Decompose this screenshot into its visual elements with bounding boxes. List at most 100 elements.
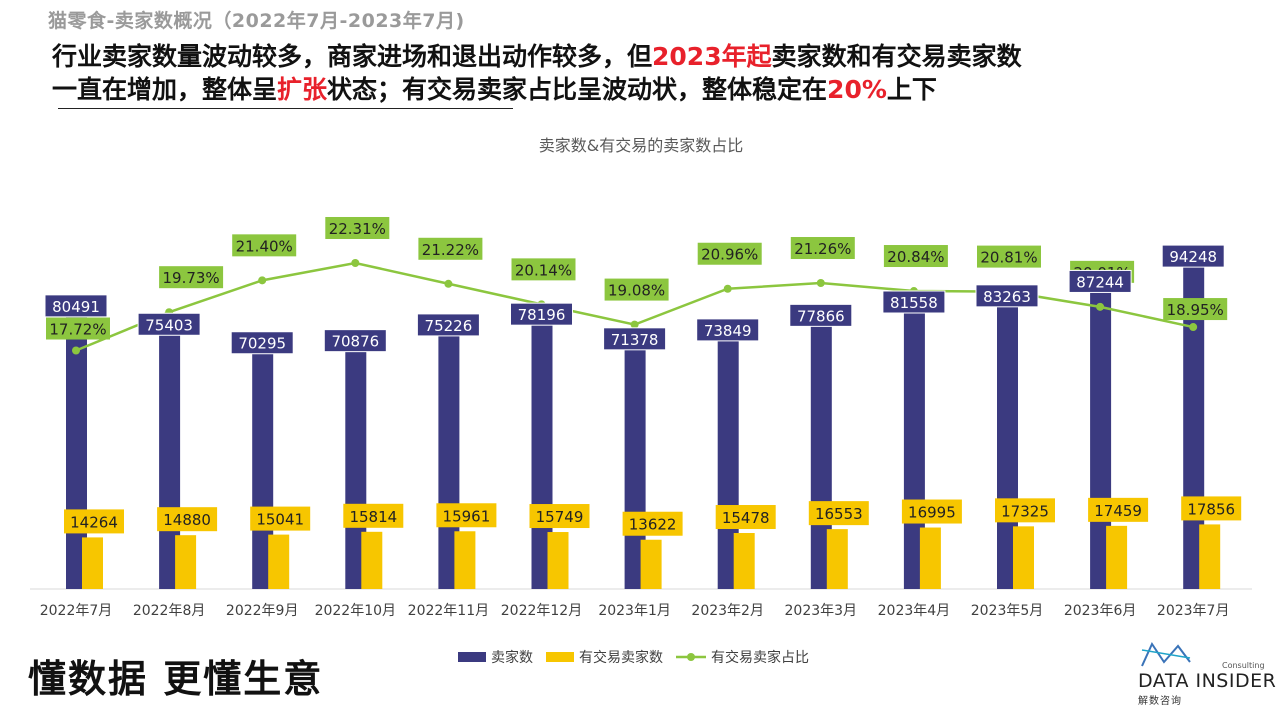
ratio-point [630, 320, 639, 329]
ratio-label-box [604, 278, 669, 301]
x-tick-label: 2022年11月 [408, 603, 489, 619]
ratio-label-box [1163, 298, 1228, 321]
ratio-data-label: 22.31% [329, 220, 386, 238]
seller-label-box [510, 302, 573, 326]
active-data-label: 16995 [908, 504, 956, 522]
ratio-data-label: 20.84% [887, 248, 944, 266]
headline: 行业卖家数量波动较多，商家进场和退出动作较多，但2023年起卖家数和有交易卖家数… [52, 40, 1172, 106]
active-label-box [1181, 496, 1242, 521]
active-seller-bar [361, 531, 383, 589]
ratio-point [444, 279, 453, 288]
active-data-label: 15749 [536, 508, 584, 526]
active-seller-bar [826, 529, 848, 589]
seller-data-label: 80491 [52, 298, 100, 316]
ratio-data-label: 20.14% [515, 261, 572, 279]
active-label-box [529, 504, 590, 529]
chart-legend: 卖家数 有交易卖家数 有交易卖家占比 [458, 649, 809, 666]
chart-title: 卖家数&有交易的卖家数占比 [539, 136, 743, 155]
ratio-label-box [325, 216, 390, 239]
active-data-label: 15041 [256, 511, 304, 529]
headline-highlight: 扩张 [277, 75, 328, 104]
seller-data-label: 78196 [518, 306, 566, 324]
ratio-data-label: 19.73% [162, 269, 219, 287]
seller-label-box [416, 313, 480, 337]
seller-label-box [323, 329, 387, 353]
seller-label-box [1068, 269, 1132, 293]
seller-data-label: 77866 [797, 307, 845, 325]
x-tick-label: 2022年10月 [315, 603, 396, 619]
seller-label-box [230, 331, 294, 355]
ratio-data-label: 17.72% [49, 321, 106, 339]
logo-brand-text: DATA INSIDER [1138, 670, 1277, 692]
active-label-box [343, 503, 404, 528]
active-label-box [250, 506, 311, 531]
active-data-label: 14264 [70, 513, 118, 531]
legend-swatch-active [546, 652, 574, 662]
active-data-label: 17856 [1187, 500, 1235, 518]
active-label-box [157, 507, 218, 532]
active-seller-bar [919, 527, 941, 589]
headline-text: 一直在增加，整体呈 [52, 75, 278, 104]
logo-mark-icon [1141, 641, 1191, 667]
headline-highlight: 20% [827, 75, 887, 104]
ratio-point [72, 346, 80, 355]
seller-data-label: 70876 [331, 333, 379, 351]
active-label-box [1088, 497, 1149, 522]
active-seller-bar [1013, 526, 1034, 589]
ratio-label-box [232, 234, 297, 257]
seller-label-box [1161, 244, 1225, 268]
seller-label-box [603, 327, 667, 351]
active-data-label: 13622 [629, 516, 677, 534]
active-data-label: 15961 [443, 507, 491, 525]
x-tick-label: 2022年9月 [226, 603, 299, 619]
headline-line-1: 行业卖家数量波动较多，商家进场和退出动作较多，但2023年起卖家数和有交易卖家数 [52, 40, 1172, 73]
ratio-label-box [883, 245, 948, 268]
seller-label-box [137, 312, 201, 336]
active-seller-bar [175, 535, 197, 589]
ratio-label-box [511, 258, 576, 281]
active-label-box [622, 511, 683, 536]
active-seller-bar [268, 534, 290, 589]
seller-data-label: 94248 [1169, 248, 1217, 266]
active-seller-bar [454, 531, 476, 589]
seller-label-box [882, 290, 946, 314]
active-label-box [715, 505, 776, 530]
headline-text: 状态；有交易卖家占比呈波动状，整体稳定在 [327, 75, 828, 104]
active-label-box [995, 498, 1055, 523]
active-label-box [808, 501, 869, 526]
seller-data-label: 87244 [1076, 273, 1124, 291]
x-tick-label: 2023年6月 [1064, 603, 1137, 619]
page-subtitle: 猫零食-卖家数概况（2022年7月-2023年7月) [48, 10, 465, 32]
seller-data-label: 71378 [611, 331, 659, 349]
active-seller-bar [733, 533, 755, 589]
legend-swatch-sellers [458, 652, 486, 662]
legend-swatch-ratio-point [687, 653, 695, 661]
seller-data-label: 70295 [238, 335, 286, 353]
x-tick-label: 2022年12月 [501, 603, 582, 619]
x-tick-label: 2022年7月 [40, 603, 113, 619]
active-data-label: 15814 [349, 508, 397, 526]
headline-text: 上下 [886, 75, 937, 104]
seller-label-box [696, 318, 760, 342]
x-tick-label: 2023年5月 [971, 603, 1044, 619]
ratio-label-box [697, 242, 762, 265]
x-tick-label: 2023年4月 [878, 603, 951, 619]
slogan: 懂数据 更懂生意 [28, 657, 324, 701]
x-tick-label: 2023年2月 [691, 603, 764, 619]
ratio-data-label: 20.81% [980, 249, 1037, 267]
ratio-data-label: 21.22% [422, 241, 479, 259]
ratio-point [723, 284, 732, 293]
active-seller-bar [547, 532, 569, 589]
ratio-data-label: 20.96% [701, 246, 758, 264]
active-seller-bar [82, 537, 103, 589]
legend-label-ratio: 有交易卖家占比 [711, 649, 809, 666]
seller-data-label: 75226 [425, 317, 473, 335]
x-tick-label: 2023年1月 [598, 603, 671, 619]
ratio-label-box [977, 245, 1041, 268]
logo-brand-cn: 解数咨询 [1138, 696, 1182, 707]
legend-label-sellers: 卖家数 [491, 649, 533, 666]
legend-label-active: 有交易卖家数 [579, 649, 663, 666]
seller-data-label: 73849 [704, 322, 752, 340]
x-tick-label: 2023年7月 [1157, 603, 1230, 619]
